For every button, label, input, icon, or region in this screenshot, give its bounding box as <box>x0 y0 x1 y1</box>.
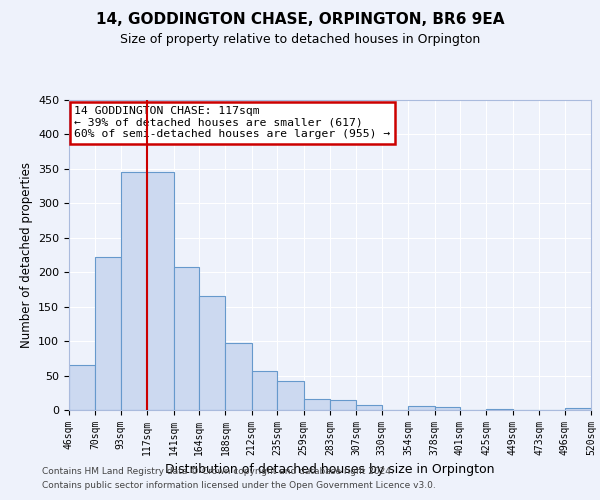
Bar <box>252 370 277 410</box>
Y-axis label: Number of detached properties: Number of detached properties <box>20 162 32 348</box>
Text: 14, GODDINGTON CHASE, ORPINGTON, BR6 9EA: 14, GODDINGTON CHASE, ORPINGTON, BR6 9EA <box>96 12 504 28</box>
Text: Size of property relative to detached houses in Orpington: Size of property relative to detached ho… <box>120 32 480 46</box>
Bar <box>277 381 304 410</box>
Bar <box>330 400 356 410</box>
Bar <box>173 266 199 410</box>
Bar <box>199 296 226 410</box>
Bar <box>69 365 95 410</box>
Bar <box>147 172 173 410</box>
X-axis label: Distribution of detached houses by size in Orpington: Distribution of detached houses by size … <box>165 464 495 476</box>
Text: Contains HM Land Registry data © Crown copyright and database right 2024.: Contains HM Land Registry data © Crown c… <box>42 468 394 476</box>
Text: 14 GODDINGTON CHASE: 117sqm
← 39% of detached houses are smaller (617)
60% of se: 14 GODDINGTON CHASE: 117sqm ← 39% of det… <box>74 106 391 140</box>
Bar <box>434 406 460 410</box>
Bar <box>356 405 382 410</box>
Bar <box>121 172 147 410</box>
Bar <box>408 406 434 410</box>
Bar <box>304 399 330 410</box>
Bar <box>95 257 121 410</box>
Bar <box>226 343 252 410</box>
Bar <box>487 408 513 410</box>
Bar <box>565 408 591 410</box>
Text: Contains public sector information licensed under the Open Government Licence v3: Contains public sector information licen… <box>42 481 436 490</box>
